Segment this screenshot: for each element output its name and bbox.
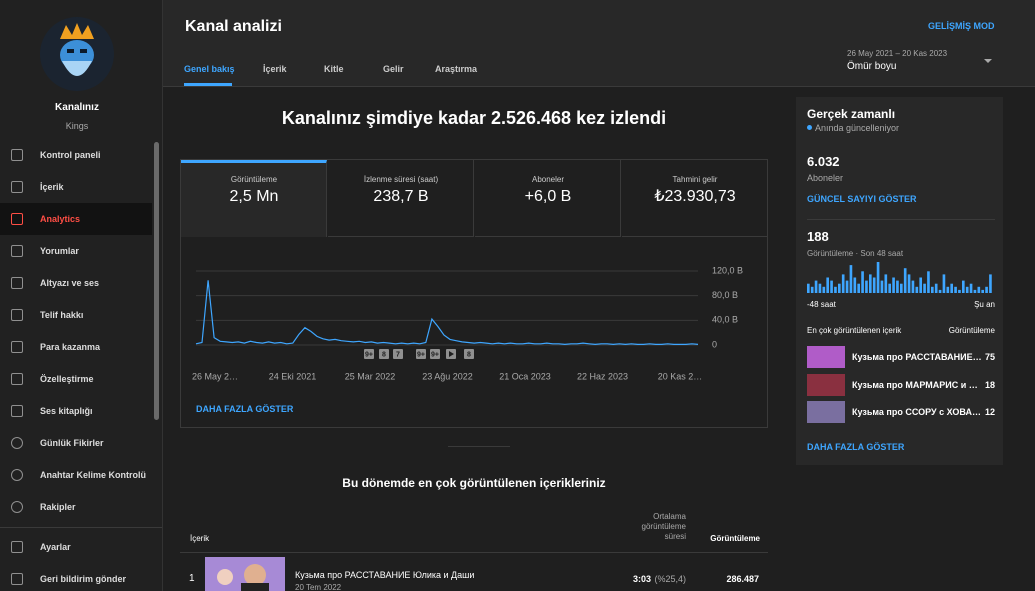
column-header: İçerik xyxy=(190,534,210,543)
nav-icon xyxy=(11,309,23,321)
metric-tab[interactable] xyxy=(328,160,474,237)
metric-value: ₺23.930,73 xyxy=(654,188,736,205)
x-start-label: -48 saat xyxy=(807,300,836,309)
period[interactable]: Ömür boyu xyxy=(847,61,897,72)
subscriber-label: Aboneler xyxy=(807,173,844,183)
metric-value: 2,5 Mn xyxy=(229,188,279,205)
nav-icon xyxy=(11,341,23,353)
realtime-views: 188 xyxy=(807,229,829,244)
top-content-title: Bu dönemde en çok görüntülenen içerikler… xyxy=(342,476,606,490)
nav-icon xyxy=(11,373,23,385)
chart-card xyxy=(180,159,768,428)
tab[interactable]: İçerik xyxy=(263,64,287,74)
nav-item[interactable]: Altyazı ve ses xyxy=(40,278,100,288)
nav-icon xyxy=(11,245,23,257)
top-value-label: Görüntüleme xyxy=(948,326,995,335)
metric-value: +6,0 B xyxy=(524,188,572,205)
realtime-views-label: Görüntüleme · Son 48 saat xyxy=(807,249,904,258)
show-more[interactable]: DAHA FAZLA GÖSTER xyxy=(196,404,294,414)
nav-item[interactable]: Rakipler xyxy=(40,502,76,512)
nav-item[interactable]: Ayarlar xyxy=(40,542,71,552)
avg-percent: (%25,4) xyxy=(654,574,686,584)
avg-duration: 3:03 xyxy=(632,574,651,584)
x-end-label: Şu an xyxy=(974,300,995,309)
nav-item[interactable]: Ses kitaplığı xyxy=(40,406,93,416)
tab[interactable]: Genel bakış xyxy=(184,64,235,74)
nav-item[interactable]: Özelleştirme xyxy=(40,374,94,384)
divider xyxy=(0,527,162,528)
header xyxy=(163,0,1035,87)
metric-label: İzlenme süresi (saat) xyxy=(363,175,439,184)
thumbnail[interactable] xyxy=(205,557,285,591)
metric-value: 238,7 B xyxy=(373,188,429,205)
subscriber-count: 6.032 xyxy=(807,154,840,169)
top-label: En çok görüntülenen içerik xyxy=(807,326,902,335)
item-views: 75 xyxy=(984,352,995,362)
realtime-status: Anında güncelleniyor xyxy=(815,123,900,133)
nav-icon xyxy=(11,437,23,449)
item-title[interactable]: Кузьма про МАРМАРИС и … xyxy=(852,380,978,390)
metric-tab[interactable] xyxy=(181,160,327,237)
nav-icon xyxy=(11,501,23,513)
avatar[interactable] xyxy=(40,17,114,91)
rank: 1 xyxy=(189,573,195,584)
nav-icon xyxy=(11,573,23,585)
nav-icon xyxy=(11,213,23,225)
realtime-title: Gerçek zamanlı xyxy=(807,107,896,121)
date-range: 26 May 2021 – 20 Kas 2023 xyxy=(847,49,948,58)
headline: Kanalınız şimdiye kadar 2.526.468 kez iz… xyxy=(281,108,667,128)
nav-item[interactable]: Yorumlar xyxy=(40,246,79,256)
advanced-mode-button[interactable]: GELİŞMİŞ MOD xyxy=(928,21,995,31)
metric-label: Tahmini gelir xyxy=(672,175,718,184)
nav-item[interactable]: Telif hakkı xyxy=(40,310,84,320)
item-title[interactable]: Кузьма про РАССТАВАНИЕ… xyxy=(852,352,982,362)
sidebar xyxy=(0,0,163,591)
nav-item[interactable]: İçerik xyxy=(40,182,64,192)
nav-item[interactable]: Günlük Fikirler xyxy=(40,438,104,448)
separator xyxy=(448,446,510,447)
scrollbar[interactable] xyxy=(154,142,159,420)
nav-item[interactable]: Kontrol paneli xyxy=(40,150,101,160)
nav-icon xyxy=(11,181,23,193)
video-title[interactable]: Кузьма про РАССТАВАНИЕ Юлика и Даши xyxy=(295,570,475,580)
metric-tab[interactable] xyxy=(475,160,621,237)
tab[interactable]: Araştırma xyxy=(435,64,478,74)
video-date: 20 Tem 2022 xyxy=(295,583,342,591)
column-header[interactable]: Görüntüleme xyxy=(710,534,760,543)
nav-icon xyxy=(11,277,23,289)
nav-item[interactable]: Para kazanma xyxy=(40,342,101,352)
nav-icon xyxy=(11,149,23,161)
nav-icon xyxy=(11,405,23,417)
channel-label: Kanalınız xyxy=(55,102,99,113)
show-more[interactable]: DAHA FAZLA GÖSTER xyxy=(807,442,905,452)
channel-name: Kings xyxy=(65,121,89,131)
item-views: 12 xyxy=(984,407,995,417)
divider xyxy=(807,219,995,220)
live-dot xyxy=(807,125,812,130)
nav-item[interactable]: Analytics xyxy=(40,214,81,224)
views: 286.487 xyxy=(726,574,759,584)
thumbnail[interactable] xyxy=(807,401,845,423)
tab-underline xyxy=(184,83,232,86)
thumbnail[interactable] xyxy=(807,374,845,396)
nav-icon xyxy=(11,541,23,553)
column-header[interactable]: Ortalama görüntüleme süresi xyxy=(641,512,686,541)
metric-label: Aboneler xyxy=(531,175,565,184)
metric-label: Görüntüleme xyxy=(230,175,278,184)
tab[interactable]: Kitle xyxy=(324,64,344,74)
active-row xyxy=(0,203,152,235)
item-views: 18 xyxy=(984,380,995,390)
divider xyxy=(180,552,768,553)
thumbnail[interactable] xyxy=(807,346,845,368)
item-title[interactable]: Кузьма про ССОРУ с ХОВА… xyxy=(852,407,981,417)
show-count-button[interactable]: GÜNCEL SAYIYI GÖSTER xyxy=(807,194,917,204)
dropdown-arrow[interactable] xyxy=(983,57,993,65)
nav-item[interactable]: Geri bildirim gönder xyxy=(40,574,127,584)
nav-icon xyxy=(11,469,23,481)
nav-item[interactable]: Anahtar Kelime Kontrolü xyxy=(40,470,147,480)
page-title: Kanal analizi xyxy=(185,18,282,35)
metric-tab[interactable] xyxy=(622,160,768,237)
tab[interactable]: Gelir xyxy=(383,64,404,74)
